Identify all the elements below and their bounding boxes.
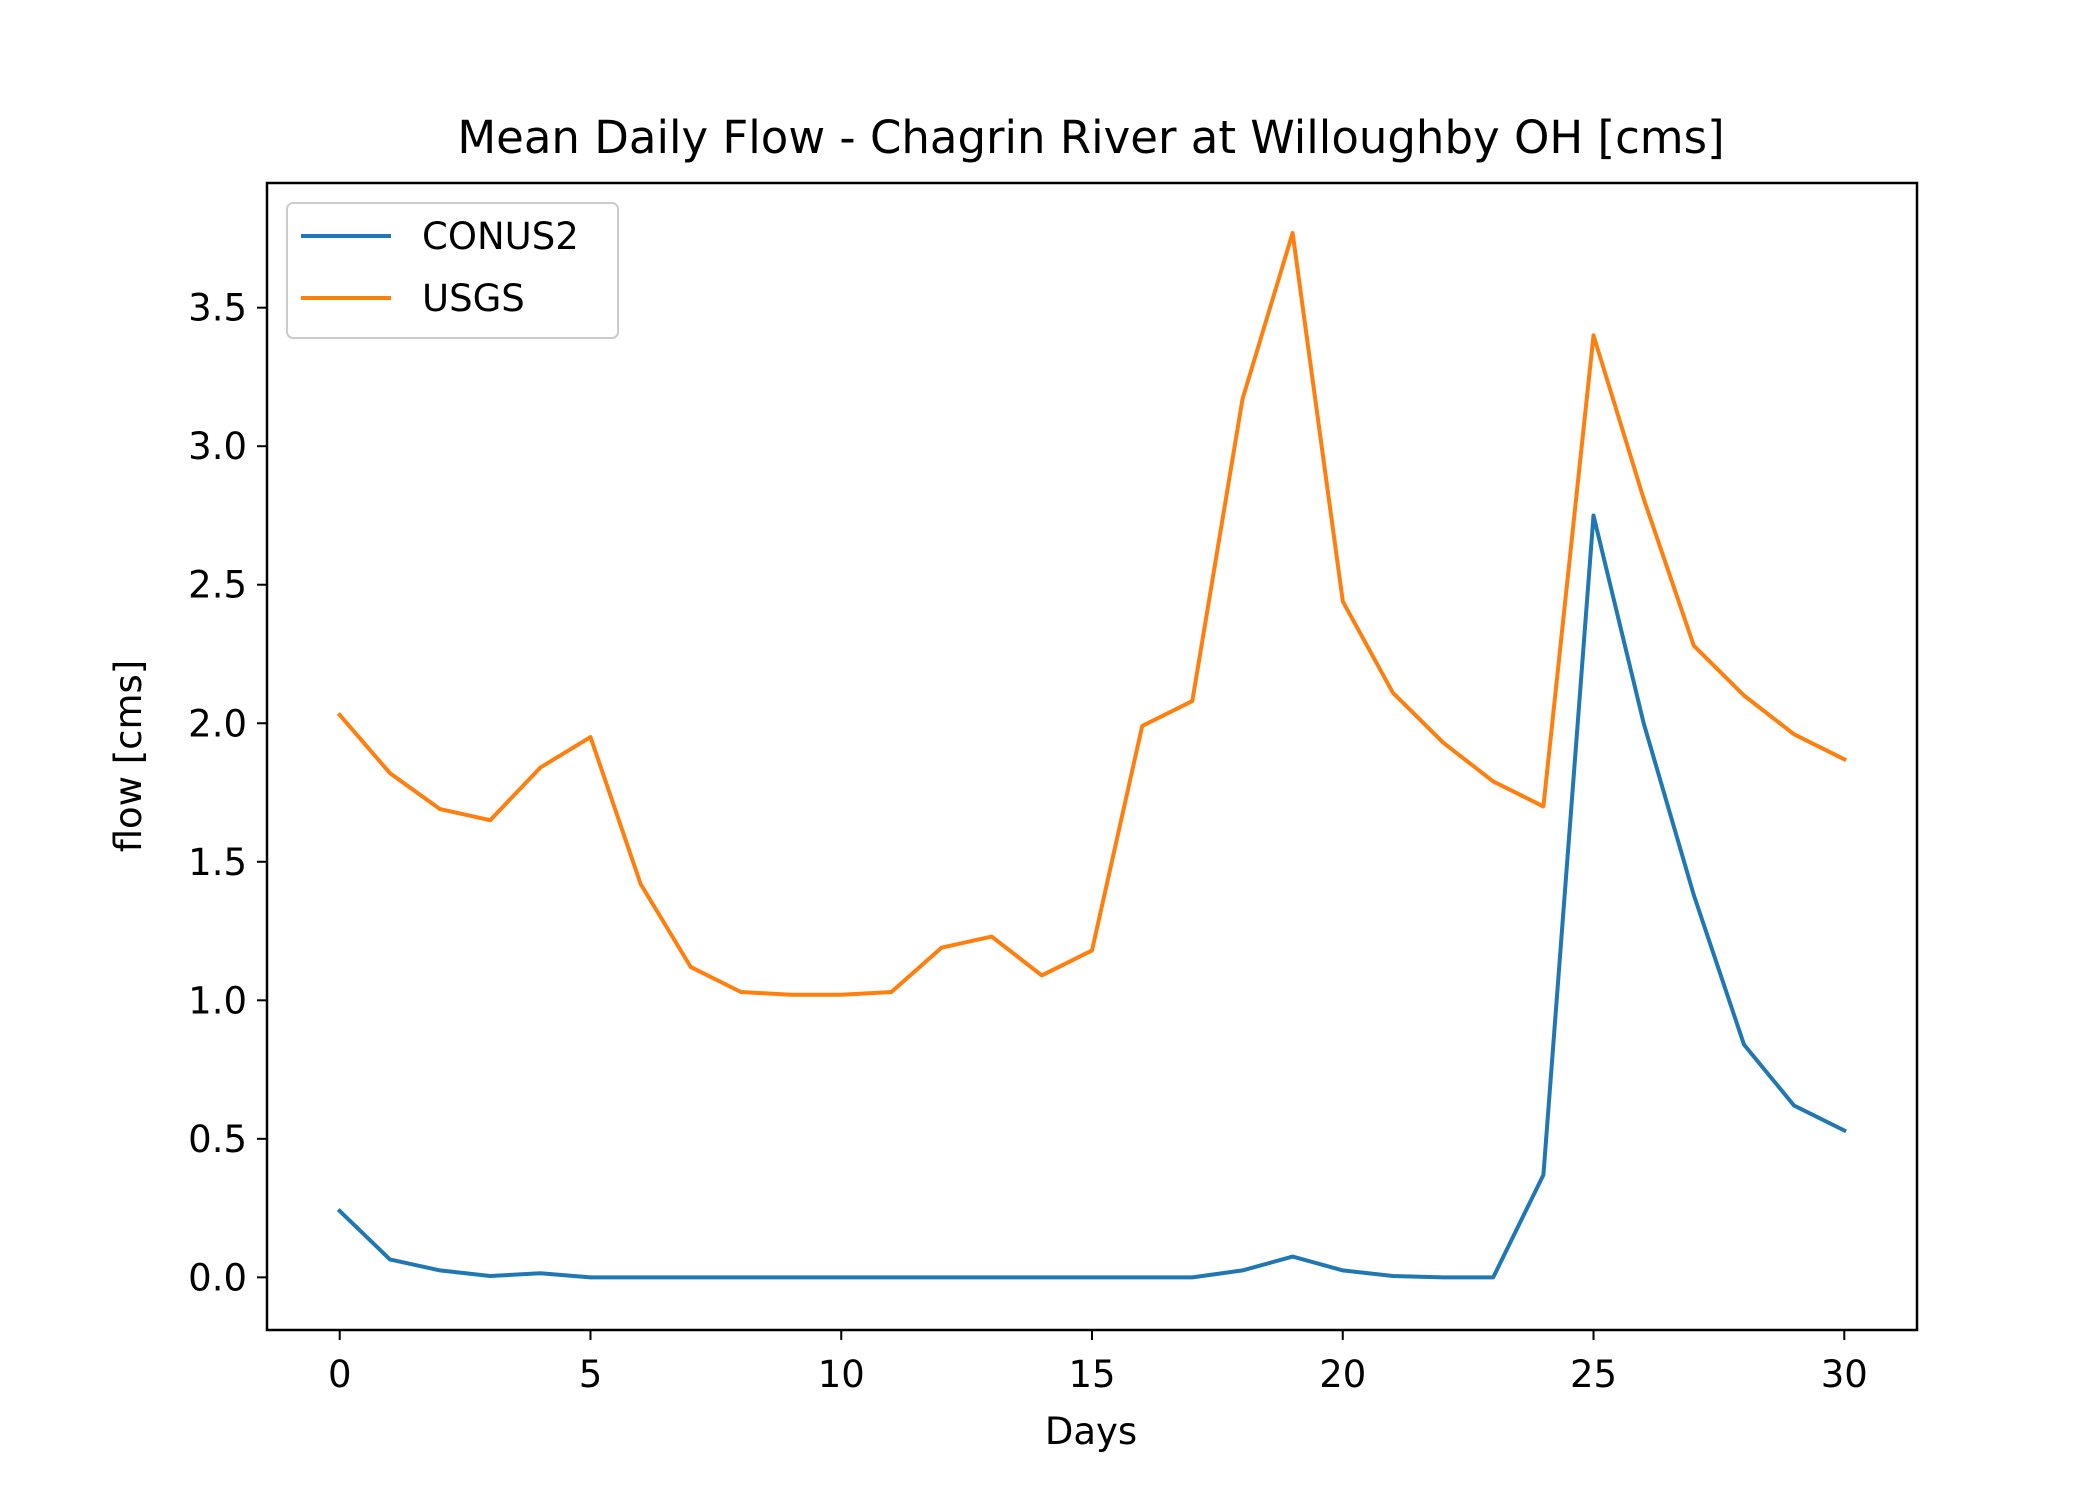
y-tick-label: 0.5 <box>188 1118 247 1161</box>
plot-lines <box>336 230 1847 1280</box>
x-tick-label: 25 <box>1570 1353 1617 1396</box>
chart-title: Mean Daily Flow - Chagrin River at Willo… <box>457 111 1724 164</box>
x-tick-label: 0 <box>328 1353 352 1396</box>
legend-label-usgs: USGS <box>422 277 525 320</box>
series-line-usgs <box>336 230 1847 997</box>
x-tick-label: 30 <box>1821 1353 1868 1396</box>
y-tick-label: 1.5 <box>188 841 247 884</box>
legend: CONUS2 USGS <box>286 202 619 339</box>
y-axis-label: flow [cms] <box>107 660 150 853</box>
x-tick-label: 15 <box>1068 1353 1115 1396</box>
x-tick-label: 5 <box>579 1353 603 1396</box>
y-tick-label: 0.0 <box>188 1256 247 1299</box>
y-tick-label: 3.5 <box>188 287 247 330</box>
y-axis: 0.0 0.5 1.0 1.5 2.0 2.5 3.0 3.5 <box>188 287 267 1299</box>
y-tick-label: 2.0 <box>188 702 247 745</box>
x-axis-label: Days <box>1045 1410 1137 1453</box>
y-tick-label: 2.5 <box>188 564 247 607</box>
y-tick-label: 1.0 <box>188 979 247 1022</box>
series-line-conus2 <box>336 513 1847 1280</box>
legend-label-conus2: CONUS2 <box>422 215 579 258</box>
y-tick-label: 3.0 <box>188 425 247 468</box>
x-axis: 0 5 10 15 20 25 30 <box>328 1330 1868 1396</box>
x-tick-label: 20 <box>1319 1353 1366 1396</box>
x-tick-label: 10 <box>818 1353 865 1396</box>
